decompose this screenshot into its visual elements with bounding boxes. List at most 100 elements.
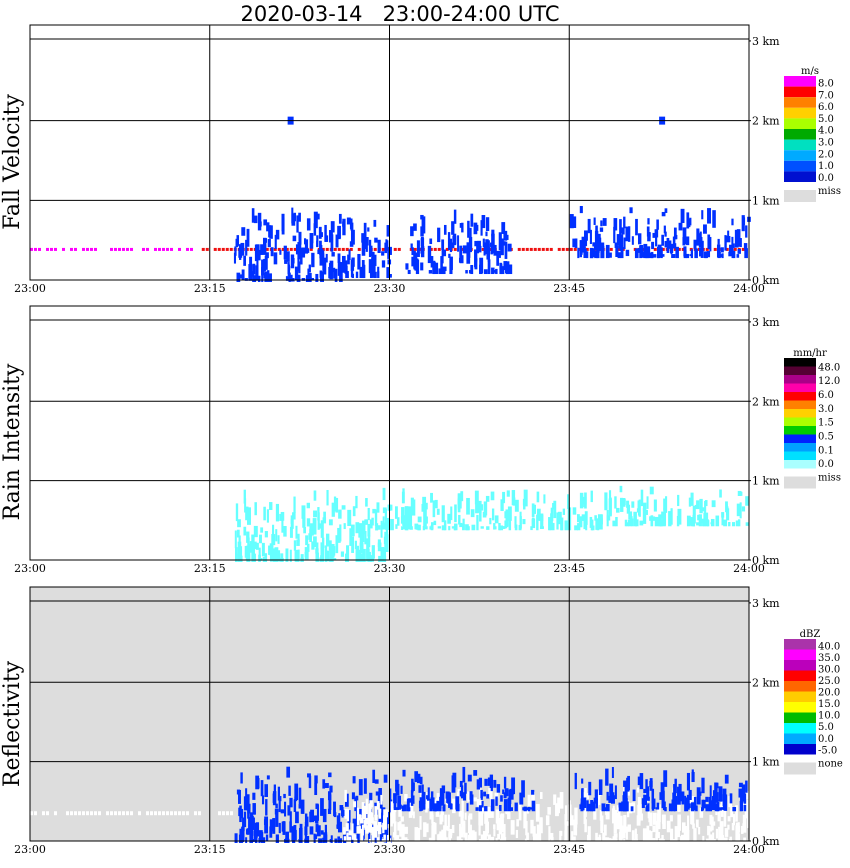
- data-cell: [496, 813, 500, 831]
- legend-label: 48.0: [818, 362, 840, 373]
- data-cell: [276, 550, 281, 562]
- data-cell: [328, 772, 332, 778]
- data-cell: [440, 808, 444, 815]
- data-cell: [715, 782, 719, 789]
- data-cell: [474, 490, 479, 505]
- data-cell: [416, 240, 420, 257]
- data-cell: [618, 803, 622, 812]
- data-cell: [548, 517, 551, 531]
- data-cell: [637, 248, 641, 253]
- data-cell: [589, 516, 593, 528]
- data-cell: [693, 828, 697, 843]
- data-cell: [328, 540, 332, 551]
- data-cell: [719, 489, 722, 498]
- data-cell: [548, 826, 551, 843]
- data-cell: [345, 271, 349, 279]
- data-cell: [320, 520, 324, 538]
- data-cell: [498, 232, 502, 251]
- data-cell: [478, 241, 481, 246]
- data-cell: [459, 780, 463, 788]
- data-cell: [661, 234, 664, 246]
- data-cell: [466, 242, 471, 258]
- data-cell: [511, 490, 516, 506]
- data-cell: [354, 540, 357, 550]
- data-cell: [629, 207, 633, 214]
- data-cell: [627, 519, 632, 527]
- data-cell: [480, 504, 484, 511]
- data-cell: [738, 825, 741, 833]
- data-cell: [246, 531, 250, 543]
- data-cell: [707, 234, 711, 250]
- data-cell: [186, 247, 189, 251]
- data-cell: [337, 261, 342, 276]
- data-cell: [346, 832, 349, 843]
- data-cell: [122, 811, 125, 816]
- data-cell: [355, 495, 358, 509]
- data-cell: [245, 239, 248, 256]
- data-cell: [82, 247, 85, 251]
- data-cell: [383, 815, 387, 830]
- data-cell: [247, 537, 250, 549]
- data-cell: [383, 536, 387, 545]
- data-cell: [696, 787, 701, 805]
- data-cell: [696, 228, 700, 246]
- data-cell: [302, 517, 306, 528]
- data-cell: [490, 836, 495, 843]
- data-cell: [427, 245, 432, 264]
- data-cell: [297, 549, 300, 562]
- legend-swatch: [784, 375, 816, 384]
- data-cell: [611, 767, 614, 778]
- data-cell: [343, 836, 347, 842]
- data-cell: [736, 229, 741, 247]
- data-cell: [126, 247, 129, 251]
- data-cell: [532, 504, 536, 514]
- data-cell: [393, 821, 397, 838]
- data-cell: [503, 776, 507, 789]
- data-cell: [233, 252, 237, 264]
- data-cell: [673, 227, 677, 240]
- data-cell: [634, 828, 637, 840]
- data-cell: [475, 501, 479, 514]
- data-cell: [452, 798, 456, 814]
- data-cell: [707, 208, 712, 224]
- data-cell: [440, 793, 445, 805]
- data-cell: [474, 240, 477, 247]
- data-cell: [375, 523, 379, 531]
- data-cell: [491, 229, 495, 237]
- data-cell: [689, 799, 693, 806]
- legend-missing-swatch: [784, 476, 816, 489]
- data-cell: [700, 518, 704, 523]
- data-cell: [264, 816, 269, 834]
- data-cell: [385, 517, 390, 530]
- data-cell: [673, 784, 676, 795]
- data-cell: [419, 807, 422, 812]
- data-cell: [487, 244, 490, 262]
- data-cell: [655, 232, 658, 247]
- data-cell: [657, 804, 661, 822]
- data-cell: [201, 247, 205, 251]
- data-cell: [444, 814, 447, 830]
- data-cell: [457, 788, 461, 797]
- data-cell: [731, 822, 735, 831]
- data-cell: [598, 834, 601, 843]
- data-cell: [313, 211, 318, 229]
- data-cell: [283, 526, 287, 537]
- data-cell: [675, 246, 679, 259]
- data-cell: [646, 246, 651, 259]
- data-cell: [647, 232, 651, 242]
- data-cell: [293, 212, 297, 222]
- data-cell: [238, 807, 242, 817]
- data-cell: [286, 251, 290, 262]
- data-cell: [432, 502, 436, 518]
- data-cell: [406, 263, 409, 270]
- data-cell: [642, 507, 647, 524]
- data-cell: [342, 218, 346, 236]
- data-cell: [669, 815, 673, 822]
- data-cell: [344, 789, 347, 802]
- data-cell: [617, 247, 621, 251]
- data-cell: [263, 258, 266, 272]
- data-cell: [606, 791, 609, 801]
- data-cell: [518, 802, 522, 821]
- data-cell: [613, 218, 618, 231]
- data-cell: [322, 779, 326, 789]
